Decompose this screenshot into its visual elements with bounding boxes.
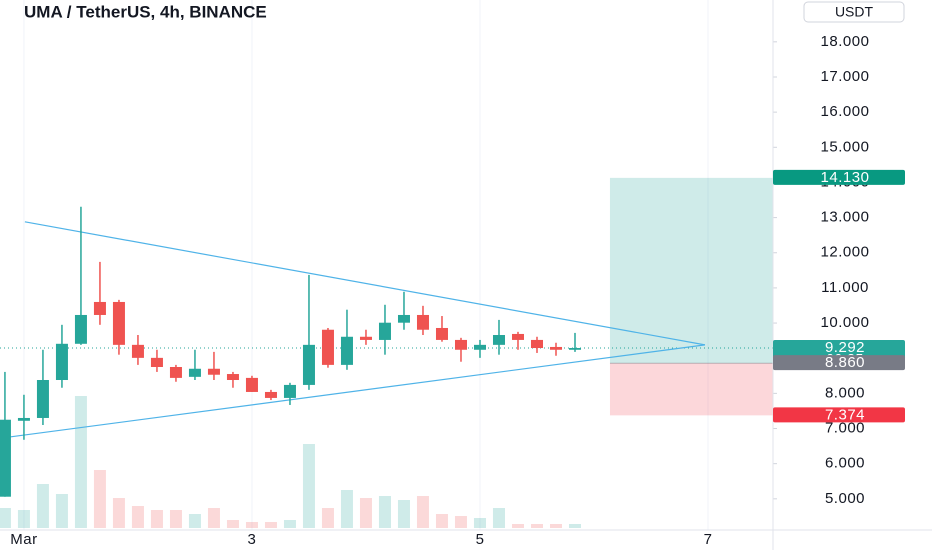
volume-bar: [359, 498, 372, 528]
candle-body: [549, 346, 562, 350]
candle-body: [340, 336, 353, 365]
y-tick-label: 11.000: [821, 279, 869, 296]
candle-body: [207, 368, 220, 375]
candle-body: [397, 314, 410, 323]
trendline: [24, 221, 706, 346]
price-marker: [773, 355, 905, 371]
y-tick-label: 8.000: [825, 384, 865, 401]
y-tick-label: 18.000: [821, 33, 870, 50]
trendline: [9, 344, 706, 438]
price-marker: [773, 407, 905, 423]
volume-bar: [55, 494, 68, 528]
currency-label[interactable]: USDT: [835, 4, 874, 20]
y-tick-label: 6.000: [825, 455, 865, 472]
volume-bar: [416, 496, 429, 528]
volume-bar: [473, 518, 486, 528]
candle-body: [131, 344, 144, 358]
candle-body: [150, 357, 163, 367]
grid-layer: [23, 0, 777, 530]
volume-bar: [0, 508, 11, 528]
volume-bar: [188, 514, 201, 528]
y-tick-label: 7.000: [825, 419, 865, 436]
y-tick-label: 5.000: [825, 490, 865, 507]
y-tick-label: 13.000: [821, 209, 870, 226]
volume-bar: [549, 524, 562, 528]
volume-bar: [74, 396, 87, 528]
volume-bar: [378, 496, 391, 528]
candle-body: [492, 335, 505, 345]
volume-bar: [302, 444, 315, 528]
volume-bar: [283, 520, 296, 528]
candle-body: [93, 301, 106, 315]
candle-body: [473, 344, 486, 350]
y-tick-label: 10.000: [821, 314, 870, 331]
axis-layer: Mar3575.0006.0007.0008.0009.00010.00011.…: [10, 33, 905, 548]
volume-layer: [0, 396, 581, 528]
price-marker-label: 14.130: [821, 169, 870, 186]
candle-body: [511, 333, 524, 340]
volume-bar: [492, 508, 505, 528]
chart-title: UMA / TetherUS, 4h, BINANCE: [24, 2, 267, 21]
volume-bar: [150, 510, 163, 528]
price-marker-label: 8.860: [825, 354, 865, 371]
volume-bar: [226, 520, 239, 528]
loss-zone: [609, 363, 773, 416]
candle-body: [321, 329, 334, 365]
candle-body: [245, 377, 258, 392]
profit-zone: [609, 177, 773, 364]
x-tick-label: 5: [476, 531, 485, 548]
volume-bar: [245, 522, 258, 528]
candle-body: [568, 348, 581, 350]
candle-body: [55, 343, 68, 381]
volume-bar: [568, 524, 581, 528]
y-tick-label: 15.000: [821, 138, 870, 155]
x-tick-label: 7: [704, 531, 713, 548]
price-marker: [773, 169, 905, 185]
volume-bar: [530, 524, 543, 528]
candle-body: [435, 327, 448, 340]
price-marker-label: 9.292: [825, 339, 865, 356]
candle-body: [0, 419, 11, 497]
volume-bar: [93, 470, 106, 528]
candle-body: [74, 314, 87, 344]
candle-body: [302, 344, 315, 385]
candle-body: [112, 301, 125, 345]
candle-body: [36, 380, 49, 418]
candle-body: [17, 417, 30, 421]
candle-body: [264, 391, 277, 398]
volume-bar: [397, 500, 410, 528]
volume-bar: [207, 508, 220, 528]
volume-bar: [454, 516, 467, 528]
candle-body: [226, 374, 239, 381]
volume-bar: [36, 484, 49, 528]
candle-body: [188, 368, 201, 377]
volume-bar: [264, 522, 277, 528]
candle-body: [454, 339, 467, 350]
volume-bar: [435, 514, 448, 528]
price-marker-label: 7.374: [825, 406, 865, 423]
volume-bar: [340, 490, 353, 528]
trendline-layer: [9, 221, 706, 438]
candle-layer: [0, 206, 581, 497]
volume-bar: [511, 524, 524, 528]
volume-bar: [169, 510, 182, 528]
candle-body: [378, 322, 391, 340]
candle-body: [530, 339, 543, 349]
volume-bar: [321, 508, 334, 528]
volume-bar: [17, 510, 30, 528]
candle-body: [169, 366, 182, 378]
x-tick-label: 3: [248, 531, 257, 548]
y-tick-label: 12.000: [821, 244, 870, 261]
volume-bar: [112, 498, 125, 528]
candle-body: [416, 314, 429, 330]
y-tick-label: 16.000: [821, 103, 870, 120]
candle-body: [359, 336, 372, 340]
candle-body: [283, 384, 296, 398]
y-tick-label: 17.000: [821, 68, 870, 85]
x-tick-label: Mar: [10, 531, 37, 548]
currency-button[interactable]: [803, 1, 905, 23]
volume-bar: [131, 506, 144, 528]
